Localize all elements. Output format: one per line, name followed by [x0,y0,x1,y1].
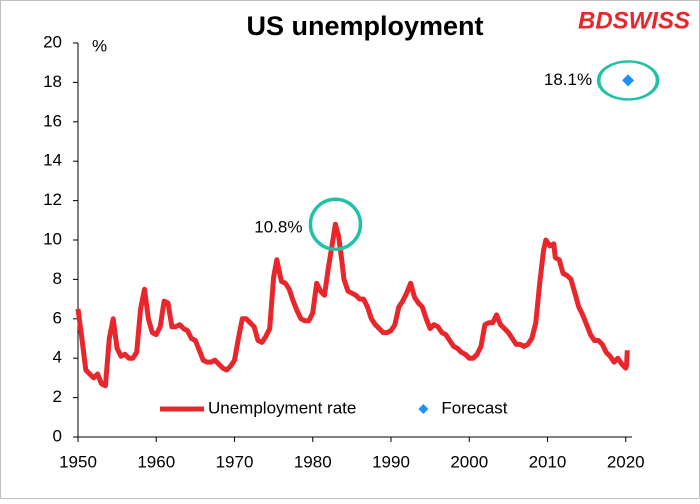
y-tick-label: 4 [53,348,62,367]
y-tick-label: 18 [43,72,62,91]
y-tick-label: 0 [53,426,62,445]
y-tick-label: 14 [43,151,62,170]
y-tick-label: 16 [43,111,62,130]
y-tick-label: 12 [43,190,62,209]
x-tick-label: 2020 [607,452,645,471]
y-tick-label: 10 [43,229,62,248]
x-tick-label: 1960 [137,452,175,471]
x-tick-label: 1970 [216,452,254,471]
legend-marker [418,404,429,414]
x-tick-label: 2000 [450,452,488,471]
x-tick-label: 1950 [59,452,97,471]
data-label: 18.1% [544,70,592,89]
logo: BDSWISS [578,7,690,34]
y-tick-label: 2 [53,387,62,406]
forecast-marker [622,74,635,87]
x-tick-label: 1990 [372,452,410,471]
y-tick-label: 8 [53,269,62,288]
y-tick-label: 20 [43,32,62,51]
x-tick-label: 1980 [294,452,332,471]
highlight-circle [596,60,660,101]
highlight-circle [308,197,363,251]
legend-label: Unemployment rate [208,398,356,417]
y-tick-label: 6 [53,308,62,327]
y-unit-label: % [92,36,107,55]
chart-title: US unemployment [246,11,483,41]
x-tick-label: 2010 [529,452,567,471]
legend-label: Forecast [441,398,507,417]
annotation: 10.8% [254,218,302,237]
data-line [75,221,630,389]
